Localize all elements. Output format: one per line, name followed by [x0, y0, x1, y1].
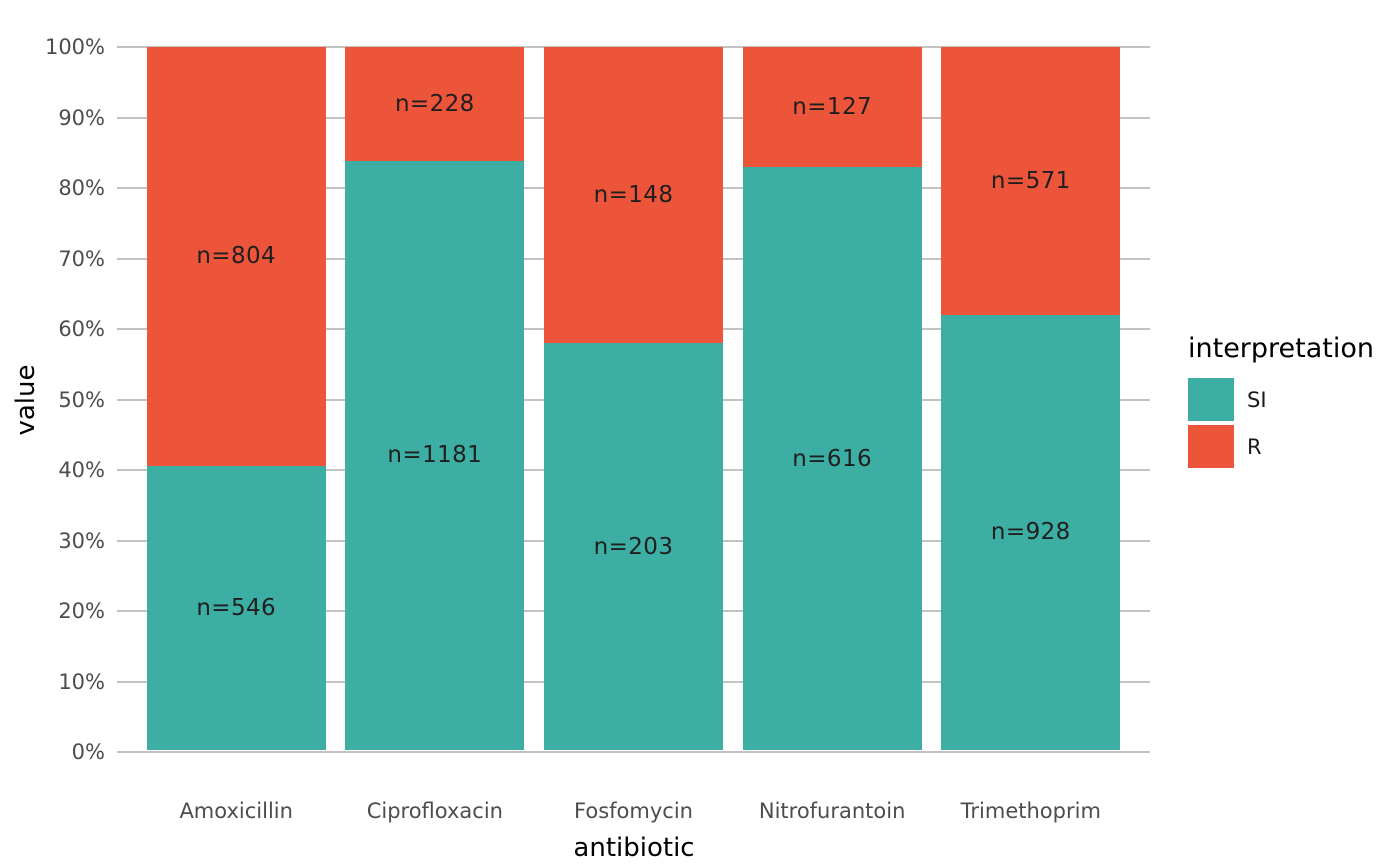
- bar-count-label: n=546: [196, 594, 277, 621]
- x-axis-title: antibiotic: [573, 833, 695, 863]
- x-tick-label: Nitrofurantoin: [758, 799, 906, 823]
- legend-item-r: R: [1188, 425, 1374, 468]
- plot-panel: n=546 n=804 n=1181 n=228 n=203 n=148 n=616 n=12…: [117, 46, 1150, 753]
- bar-segment-r: [146, 47, 326, 466]
- bar-segment-si: [941, 314, 1121, 750]
- bar-ciprofloxacin: n=1181 n=228: [345, 47, 525, 750]
- bar-segment-r: [742, 47, 922, 168]
- legend-item-label: SI: [1247, 387, 1267, 412]
- y-tick-label: 60%: [58, 317, 105, 341]
- legend: interpretation SI R: [1188, 333, 1374, 472]
- legend-swatch-r: [1188, 425, 1234, 468]
- bar-count-label: n=127: [792, 94, 873, 121]
- bar-segment-si: [742, 167, 922, 750]
- bar-segment-r: [941, 47, 1121, 315]
- bar-count-label: n=228: [394, 90, 475, 117]
- bar-segment-si: [146, 465, 326, 750]
- bar-count-label: n=203: [593, 533, 674, 560]
- x-tick-label: Amoxicillin: [179, 799, 293, 823]
- x-tick-label: Ciprofloxacin: [366, 799, 503, 823]
- legend-swatch-si: [1188, 378, 1234, 421]
- y-tick-label: 70%: [58, 246, 105, 271]
- y-tick-label: 20%: [58, 599, 105, 623]
- bar-segment-si: [544, 343, 723, 750]
- legend-item-label: R: [1247, 434, 1262, 459]
- bar-fosfomycin: n=203 n=148: [544, 47, 723, 750]
- y-tick-label: 50%: [58, 387, 105, 412]
- legend-title: interpretation: [1188, 333, 1375, 364]
- y-tick-label: 100%: [44, 35, 105, 59]
- legend-items: SI R: [1188, 378, 1374, 468]
- bar-amoxicillin: n=546 n=804: [146, 47, 326, 750]
- y-tick-label: 30%: [58, 528, 105, 553]
- x-tick-label: Trimethoprim: [960, 799, 1101, 823]
- bar-segment-si: [345, 160, 525, 750]
- legend-item-si: SI: [1188, 378, 1374, 421]
- bar-count-label: n=1181: [387, 442, 483, 469]
- y-tick-label: 90%: [58, 105, 105, 130]
- bar-count-label: n=148: [593, 182, 674, 209]
- bar-nitrofurantoin: n=616 n=127: [742, 47, 922, 750]
- y-tick-label: 10%: [58, 669, 105, 694]
- bar-segment-r: [345, 47, 525, 161]
- bar-count-label: n=928: [990, 519, 1071, 546]
- bar-count-label: n=616: [792, 445, 873, 472]
- bar-trimethoprim: n=928 n=571: [941, 47, 1121, 750]
- y-tick-label: 0%: [71, 740, 105, 764]
- y-tick-label: 80%: [58, 176, 105, 200]
- bar-count-label: n=571: [990, 167, 1071, 194]
- gridline: [117, 751, 1150, 753]
- bar-segment-r: [544, 47, 723, 344]
- x-tick-label: Fosfomycin: [574, 799, 693, 823]
- y-tick-label: 40%: [58, 458, 105, 482]
- bar-count-label: n=804: [196, 243, 277, 270]
